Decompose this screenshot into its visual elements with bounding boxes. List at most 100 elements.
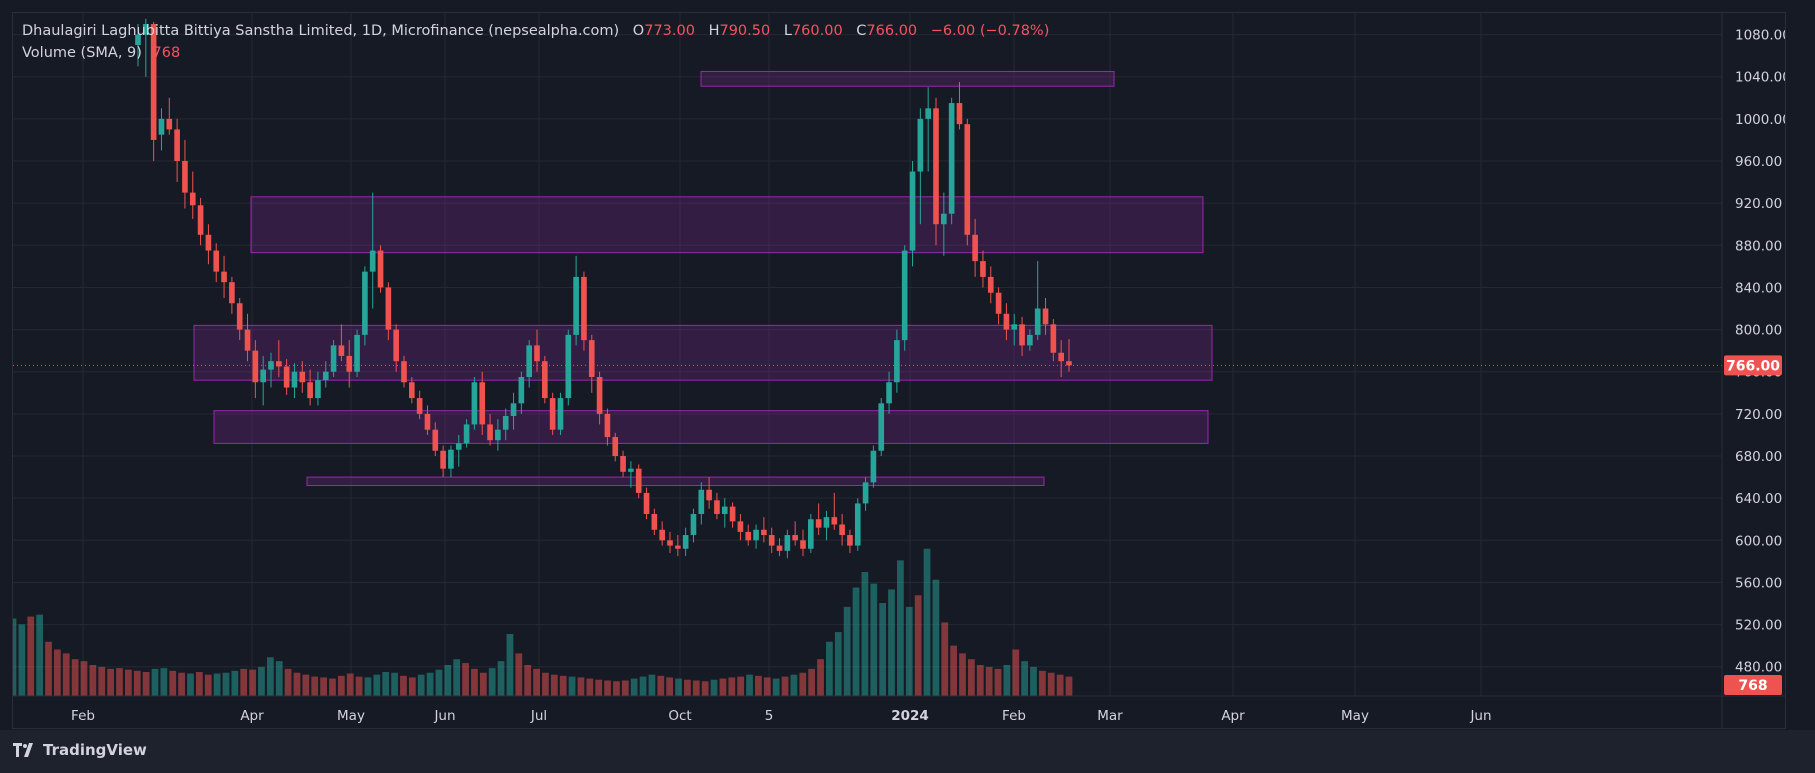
time-tick-label: May xyxy=(1341,708,1369,724)
high-value: 790.50 xyxy=(719,23,771,39)
volume-bar xyxy=(302,674,310,696)
symbol-title[interactable]: Dhaulagiri Laghubitta Bittiya Sanstha Li… xyxy=(22,23,620,39)
low-value: 760.00 xyxy=(791,23,843,39)
volume-bar xyxy=(595,679,603,696)
time-tick-label: Apr xyxy=(240,708,264,724)
volume-bar xyxy=(488,668,496,696)
price-axis[interactable]: 480.00 520.00 560.00 600.00 640.00 680.00 720.… xyxy=(1735,28,1785,676)
candle-body xyxy=(698,489,705,514)
candle-body xyxy=(463,424,470,444)
volume-bar xyxy=(755,675,762,696)
volume-bar xyxy=(772,678,780,696)
candle-body xyxy=(753,529,759,541)
volume-bar xyxy=(1065,676,1073,696)
candle-body xyxy=(620,456,626,472)
candle-body xyxy=(596,377,603,414)
price-tick-label: 840.00 xyxy=(1735,280,1782,296)
volume-bar xyxy=(542,672,549,696)
volume-bar xyxy=(13,618,17,696)
volume-bar xyxy=(373,674,381,696)
price-tick-label: 1080.00 xyxy=(1735,28,1785,44)
candle-body xyxy=(362,271,368,335)
brand-logo[interactable]: TradingView xyxy=(13,741,147,759)
price-tick-label: 640.00 xyxy=(1735,491,1782,507)
volume-bar xyxy=(1012,649,1020,696)
volume-bar xyxy=(932,579,940,696)
volume-bar xyxy=(701,681,709,696)
volume-bar xyxy=(506,634,514,696)
candle-body xyxy=(526,345,532,378)
candle-body xyxy=(143,24,149,35)
time-axis[interactable]: Feb Apr May Jun Jul Oct 5 2024 Feb Mar Apr May Jun xyxy=(71,708,1492,724)
candle-body xyxy=(729,506,736,522)
close-value: 766.00 xyxy=(866,23,918,39)
time-tick-label: 2024 xyxy=(891,708,929,724)
volume-bar xyxy=(355,676,363,696)
zone-rect xyxy=(306,476,1045,487)
ohlc-legend: Dhaulagiri Laghubitta Bittiya Sanstha Li… xyxy=(22,23,1049,39)
candle-body xyxy=(565,334,572,399)
candle-body xyxy=(315,380,321,399)
volume-bar xyxy=(897,560,904,696)
candle-body xyxy=(205,234,212,251)
volume-bar xyxy=(941,622,949,696)
volume-bar xyxy=(53,649,61,696)
candle-body xyxy=(229,282,235,304)
volume-bar xyxy=(453,659,461,696)
candle-body xyxy=(917,118,924,172)
candle-body xyxy=(221,271,227,283)
volume-bar xyxy=(479,672,487,696)
price-chart[interactable]: 480.00 520.00 560.00 600.00 640.00 680.00 720.… xyxy=(13,13,1785,728)
volume-bar xyxy=(160,668,168,696)
volume-bar xyxy=(408,677,416,696)
support-resistance-zones xyxy=(193,70,1213,487)
candle-body xyxy=(839,524,845,536)
candle-body xyxy=(354,334,360,372)
candle-body xyxy=(385,287,392,330)
price-tick-label: 720.00 xyxy=(1735,407,1782,423)
candle-body xyxy=(878,403,885,451)
volume-bar xyxy=(728,677,736,696)
volume-bar xyxy=(382,671,390,696)
last-price-tag-label: 766.00 xyxy=(1726,358,1780,374)
volume-bar xyxy=(178,672,185,696)
volume-indicator-label[interactable]: Volume (SMA, 9) xyxy=(22,45,142,61)
candle-body xyxy=(980,261,986,277)
chart-frame: 480.00 520.00 560.00 600.00 640.00 680.00 720.… xyxy=(12,12,1786,729)
volume-bar xyxy=(817,659,824,696)
candle-body xyxy=(1003,313,1010,330)
volume-bar xyxy=(808,668,816,696)
candle-body xyxy=(1027,334,1033,346)
zone-rect xyxy=(193,324,1213,381)
candle-body xyxy=(808,519,814,549)
candle-body xyxy=(573,276,579,335)
candle-body xyxy=(299,371,306,383)
candle-body xyxy=(1058,352,1064,362)
volume-bar xyxy=(559,675,567,696)
candle-body xyxy=(761,529,767,536)
candles xyxy=(135,18,1072,559)
volume-bar xyxy=(834,632,842,696)
volume-bar xyxy=(799,672,807,696)
candle-body xyxy=(549,398,556,430)
candle-body xyxy=(502,415,509,430)
time-tick-label: Apr xyxy=(1221,708,1245,724)
time-tick-label: Jun xyxy=(433,708,455,724)
candle-body xyxy=(964,124,971,235)
volume-bar xyxy=(586,678,594,696)
brand-name: TradingView xyxy=(43,741,147,759)
time-tick-label: Oct xyxy=(668,708,691,724)
price-tick-label: 1000.00 xyxy=(1735,112,1785,128)
candle-body xyxy=(815,519,822,528)
candle-body xyxy=(510,403,517,416)
volume-tag xyxy=(1724,675,1782,695)
volume-bar xyxy=(604,680,611,696)
zone-rect xyxy=(700,70,1115,87)
volume-bar xyxy=(790,674,798,696)
candle-body xyxy=(776,545,783,551)
volume-bar xyxy=(124,669,132,696)
candle-body xyxy=(487,424,493,441)
candle-body xyxy=(479,382,486,425)
volume-bar xyxy=(249,669,256,696)
candle-body xyxy=(933,108,939,225)
